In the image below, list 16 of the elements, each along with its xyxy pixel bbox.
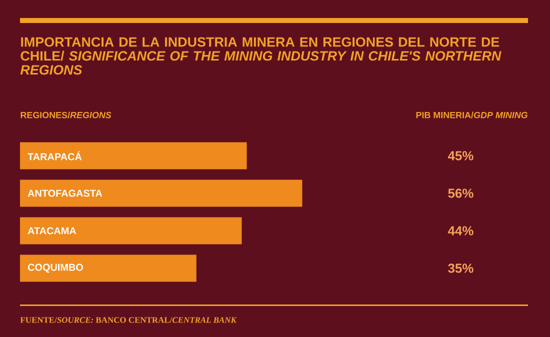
bar — [20, 217, 242, 244]
data-label: 56% — [448, 188, 474, 198]
text: REGIONES/REGIONS — [20, 112, 112, 118]
text: PIB MINERIA/GDP MINING — [416, 112, 528, 118]
y-tick-label: ATACAMA — [28, 227, 76, 234]
chart-title: IMPORTANCIA DE LA INDUSTRIA MINERA EN REGIONES DEL NORTE DE CHILE/ SIGNIFICANCE OF THE MINING INDUSTRY IN CHILE'S NORTHERN REGIONS — [20, 37, 502, 75]
bar — [20, 180, 302, 207]
data-label: 44% — [448, 226, 474, 236]
bar — [20, 142, 247, 170]
bar — [20, 254, 196, 282]
y-tick-label: TARAPACÁ — [28, 151, 82, 160]
data-label: 35% — [448, 264, 474, 273]
data-label: 45% — [448, 151, 474, 160]
y-tick-label: COQUIMBO — [28, 264, 83, 273]
y-tick-label: ANTOFAGASTA — [28, 190, 102, 197]
source-note: FUENTE/SOURCE: BANCO CENTRAL/CENTRAL BANK — [20, 317, 237, 323]
